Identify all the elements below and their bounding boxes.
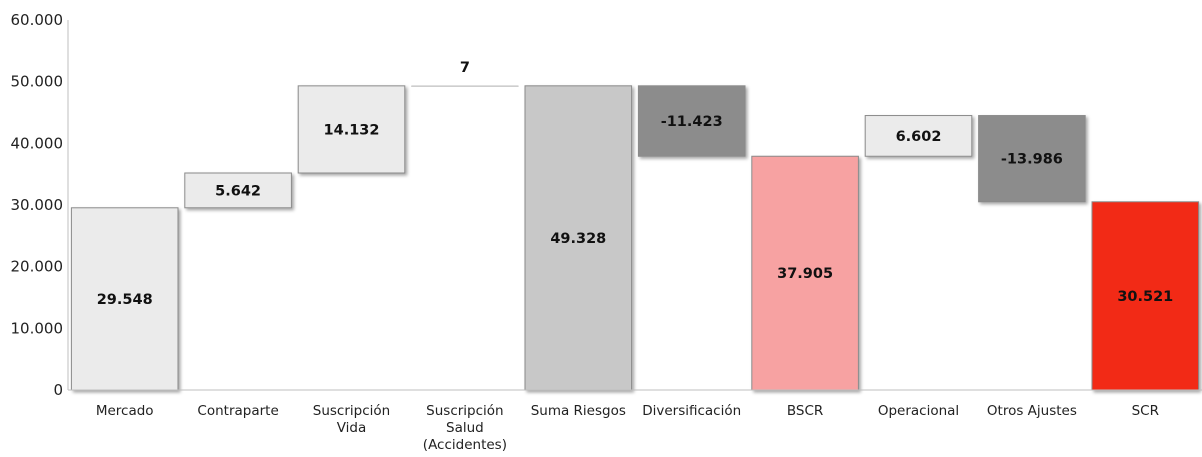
data-label: 29.548 [97,292,153,308]
y-tick-label: 10.000 [11,319,64,337]
y-tick-label: 30.000 [11,196,64,214]
y-tick-label: 40.000 [11,134,64,152]
data-label: 37.905 [777,266,833,282]
waterfall-bar [751,155,859,391]
x-tick-label: Otros Ajustes [987,403,1077,419]
x-tick-label: SCR [1132,403,1159,419]
y-tick-label: 0 [53,381,63,399]
data-label: 5.642 [215,183,261,199]
data-label: 30.521 [1117,289,1173,305]
data-label: -13.986 [1001,152,1063,168]
x-tick-label: Mercado [96,403,154,419]
data-label: -11.423 [661,114,723,130]
x-tick-label: Suscripción Salud (Accidentes) [423,403,507,453]
data-label: 49.328 [550,231,606,247]
data-label: 7 [460,60,470,76]
x-tick-label: Suma Riesgos [531,403,626,419]
data-label: 6.602 [896,129,942,145]
x-tick-label: Diversificación [642,403,741,419]
x-tick-label: Suscripción Vida [313,403,390,436]
y-tick-label: 60.000 [11,11,64,29]
waterfall-bar [297,85,406,174]
waterfall-bar [864,115,973,157]
x-tick-label: Operacional [878,403,959,419]
y-tick-label: 20.000 [11,258,64,276]
waterfall-bar [70,207,179,391]
waterfall-bar [978,115,1086,203]
y-tick-label: 50.000 [11,73,64,91]
waterfall-bar [184,172,292,209]
waterfall-bar [637,85,746,157]
x-tick-label: Contraparte [197,403,278,419]
data-label: 14.132 [324,122,380,138]
waterfall-bar [524,85,633,391]
waterfall-bar [411,85,519,87]
x-tick-label: BSCR [787,403,823,419]
